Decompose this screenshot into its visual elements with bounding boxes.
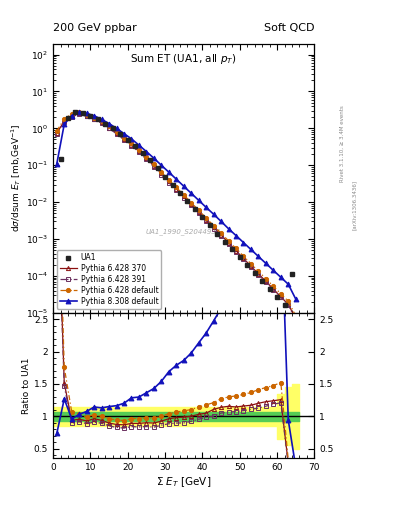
Text: UA1_1990_S2044935: UA1_1990_S2044935 [146,228,221,236]
Text: [arXiv:1306.3436]: [arXiv:1306.3436] [352,180,357,230]
Y-axis label: Ratio to UA1: Ratio to UA1 [22,357,31,414]
Text: Soft QCD: Soft QCD [264,23,314,33]
X-axis label: $\Sigma$ $E_T$ [GeV]: $\Sigma$ $E_T$ [GeV] [156,475,211,488]
Text: Sum ET (UA1, all $p_T$): Sum ET (UA1, all $p_T$) [130,52,237,66]
Text: Rivet 3.1.10, ≥ 3.4M events: Rivet 3.1.10, ≥ 3.4M events [340,105,345,182]
Y-axis label: d$\sigma$/dsum $E_T$ [mb,GeV$^{-1}$]: d$\sigma$/dsum $E_T$ [mb,GeV$^{-1}$] [9,124,23,232]
Legend: UA1, Pythia 6.428 370, Pythia 6.428 391, Pythia 6.428 default, Pythia 8.308 defa: UA1, Pythia 6.428 370, Pythia 6.428 391,… [57,250,162,309]
Text: 200 GeV ppbar: 200 GeV ppbar [53,23,137,33]
